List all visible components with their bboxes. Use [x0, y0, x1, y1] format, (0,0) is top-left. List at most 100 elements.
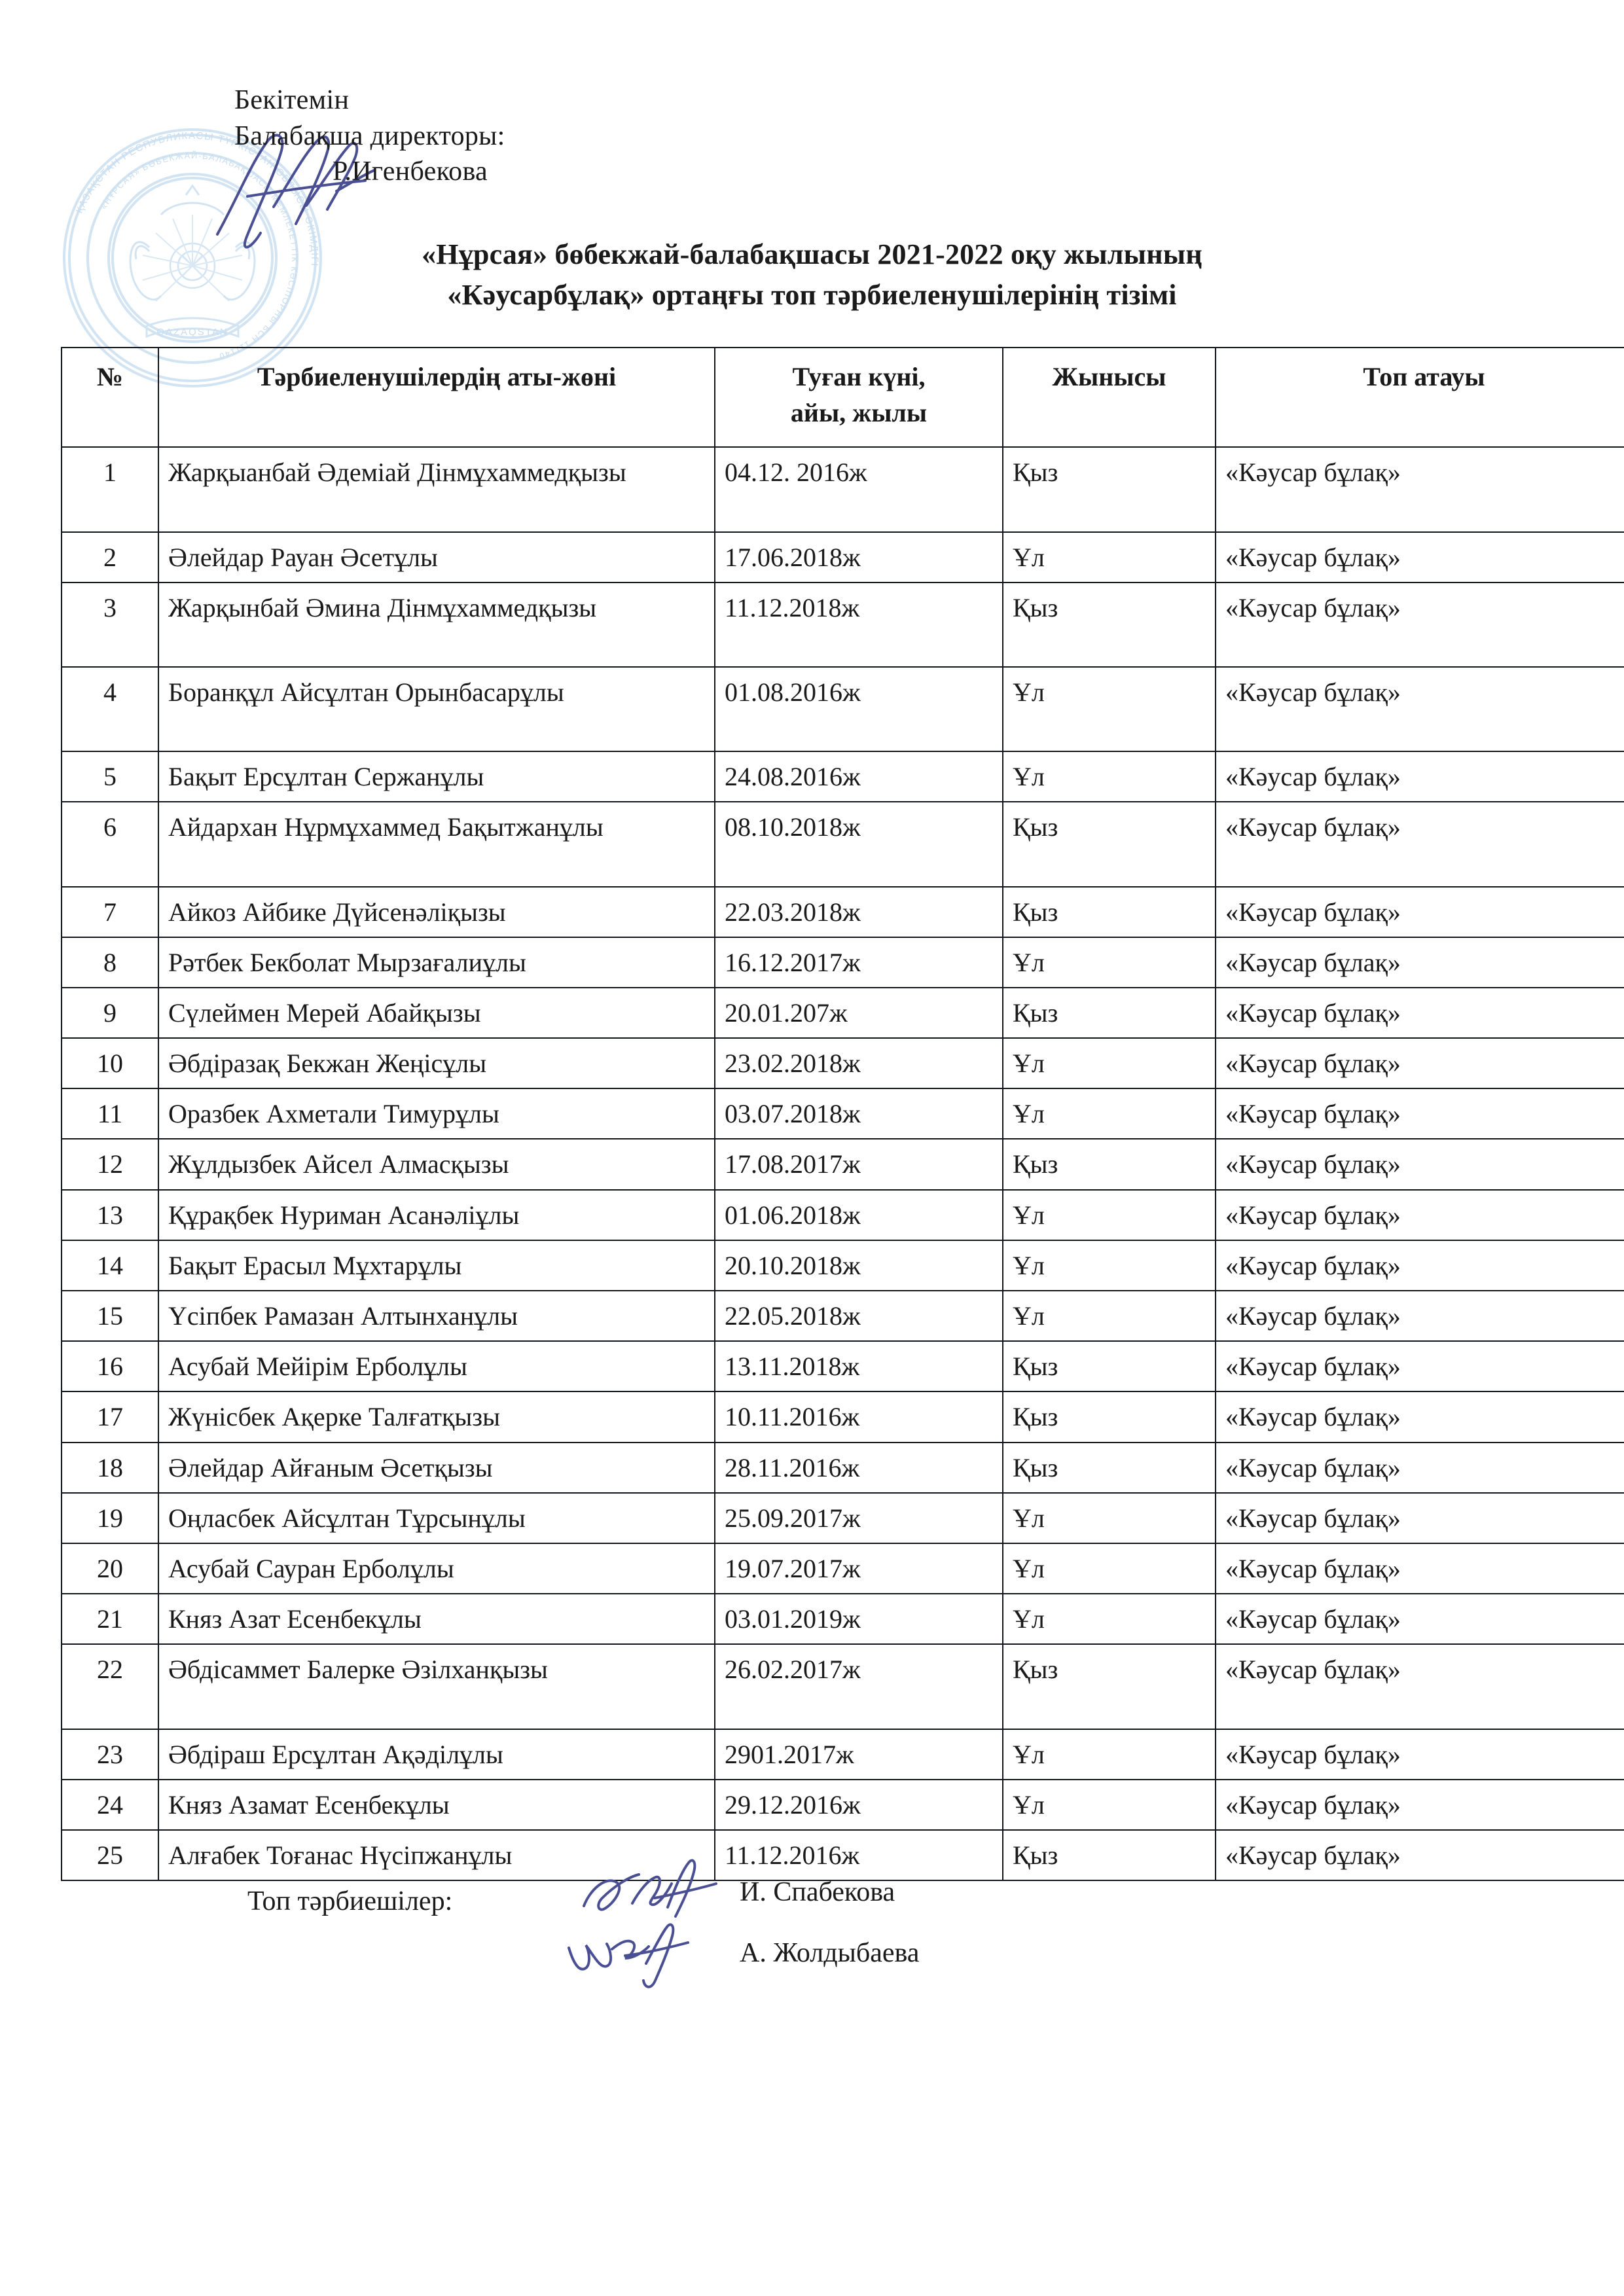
cell-gender: Ұл — [1002, 1289, 1216, 1342]
cell-gender: Ұл — [1002, 1728, 1216, 1780]
cell-row-number: 22 — [61, 1643, 159, 1730]
cell-gender: Қыз — [1002, 1340, 1216, 1393]
table-row: 18 Әлейдар Айғаным Әсетқызы 28.11.2016ж Қыз… — [61, 1441, 1624, 1494]
cell-gender: Қыз — [1002, 886, 1216, 938]
table-header-row: № Тәрбиеленушілердің аты-жөні Туған күні… — [61, 346, 1624, 448]
cell-row-number: 1 — [61, 446, 159, 533]
table-row: 10 Әбдіразақ Бекжан Жеңісұлы 23.02.2018ж Ұл… — [61, 1037, 1624, 1090]
cell-full-name: Бақыт Ерсұлтан Сержанұлы — [158, 751, 715, 803]
table-row: 16 Асубай Мейірім Ерболұлы 13.11.2018ж Қыз «… — [61, 1340, 1624, 1393]
cell-group-name: «Кәусар бұлақ» — [1215, 1643, 1624, 1730]
cell-gender: Қыз — [1002, 1138, 1216, 1191]
cell-gender: Ұл — [1002, 1778, 1216, 1831]
cell-full-name: Әбдіраш Ерсұлтан Ақәділұлы — [158, 1728, 715, 1780]
cell-row-number: 15 — [61, 1289, 159, 1342]
column-header-birthdate: Туған күні, айы, жылы — [714, 346, 1003, 448]
cell-birthdate: 11.12.2016ж — [714, 1829, 1003, 1882]
cell-row-number: 2 — [61, 531, 159, 583]
cell-row-number: 6 — [61, 801, 159, 888]
table-row: 21 Княз Азат Есенбекұлы 03.01.2019ж Ұл «Кәус… — [61, 1593, 1624, 1645]
cell-full-name: Рәтбек Бекболат Мырзағалиұлы — [158, 936, 715, 988]
cell-row-number: 19 — [61, 1492, 159, 1544]
cell-full-name: Сүлеймен Мерей Абайқызы — [158, 986, 715, 1039]
table-row: 24 Княз Азамат Есенбекұлы 29.12.2016ж Ұл «Кә… — [61, 1778, 1624, 1831]
cell-row-number: 21 — [61, 1593, 159, 1645]
cell-birthdate: 03.07.2018ж — [714, 1088, 1003, 1140]
cell-group-name: «Кәусар бұлақ» — [1215, 1492, 1624, 1544]
birthdate-header-line-2: айы, жылы — [790, 398, 928, 428]
cell-row-number: 14 — [61, 1239, 159, 1292]
table-row: 25 Алғабек Тоғанас Нүсіпжанұлы 11.12.2016ж… — [61, 1829, 1624, 1882]
cell-birthdate: 26.02.2017ж — [714, 1643, 1003, 1730]
cell-full-name: Жарқыанбай Әдеміай Дінмұхаммедқызы — [158, 446, 715, 533]
cell-full-name: Әбдісаммет Балерке Әзілханқызы — [158, 1643, 715, 1730]
table-row: 2 Әлейдар Рауан Әсетұлы 17.06.2018ж Ұл «Кәус… — [61, 531, 1624, 583]
column-header-gender: Жынысы — [1002, 346, 1216, 448]
approval-line-2: Балабақша директоры: — [234, 120, 505, 151]
table-row: 13 Құрақбек Нуриман Асанәліұлы 01.06.2018ж… — [61, 1189, 1624, 1241]
table-row: 3 Жарқынбай Әмина Дінмұхаммедқызы 11.12.20… — [61, 581, 1624, 668]
cell-row-number: 7 — [61, 886, 159, 938]
cell-full-name: Боранқұл Айсұлтан Орынбасарұлы — [158, 666, 715, 753]
cell-group-name: «Кәусар бұлақ» — [1215, 531, 1624, 583]
cell-gender: Ұл — [1002, 666, 1216, 753]
cell-full-name: Асубай Сауран Ерболұлы — [158, 1542, 715, 1595]
cell-row-number: 20 — [61, 1542, 159, 1595]
page-title: «Нұрсая» бөбекжай-балабақшасы 2021-2022 … — [0, 234, 1624, 316]
cell-birthdate: 22.03.2018ж — [714, 886, 1003, 938]
cell-birthdate: 04.12. 2016ж — [714, 446, 1003, 533]
cell-group-name: «Кәусар бұлақ» — [1215, 1289, 1624, 1342]
cell-full-name: Айкоз Айбике Дүйсенәліқызы — [158, 886, 715, 938]
cell-full-name: Оңласбек Айсұлтан Тұрсынұлы — [158, 1492, 715, 1544]
cell-row-number: 24 — [61, 1778, 159, 1831]
cell-group-name: «Кәусар бұлақ» — [1215, 1088, 1624, 1140]
approval-block: Бекітемін Балабақша директоры: Р.Игенбек… — [234, 82, 505, 190]
cell-gender: Ұл — [1002, 1542, 1216, 1595]
cell-birthdate: 16.12.2017ж — [714, 936, 1003, 988]
cell-gender: Қыз — [1002, 1643, 1216, 1730]
cell-full-name: Жарқынбай Әмина Дінмұхаммедқызы — [158, 581, 715, 668]
cell-birthdate: 03.01.2019ж — [714, 1593, 1003, 1645]
title-line-2: «Кәусарбұлақ» ортаңғы топ тәрбиеленушіле… — [447, 279, 1177, 312]
cell-birthdate: 24.08.2016ж — [714, 751, 1003, 803]
cell-full-name: Әбдіразақ Бекжан Жеңісұлы — [158, 1037, 715, 1090]
cell-gender: Ұл — [1002, 936, 1216, 988]
cell-gender: Қыз — [1002, 446, 1216, 533]
teacher-signature-2 — [560, 1918, 704, 1996]
table-row: 4 Боранқұл Айсұлтан Орынбасарұлы 01.08.201… — [61, 666, 1624, 753]
cell-birthdate: 28.11.2016ж — [714, 1441, 1003, 1494]
cell-gender: Ұл — [1002, 1189, 1216, 1241]
table-row: 7 Айкоз Айбике Дүйсенәліқызы 22.03.2018ж Қы… — [61, 886, 1624, 938]
cell-row-number: 5 — [61, 751, 159, 803]
teachers-name-list: И. Спабекова А. Жолдыбаева — [740, 1869, 919, 1991]
cell-full-name: Жұлдызбек Айсел Алмасқызы — [158, 1138, 715, 1191]
cell-full-name: Айдархан Нұрмұхаммед Бақытжанұлы — [158, 801, 715, 888]
teachers-label: Топ тәрбиешілер: — [247, 1886, 453, 1916]
cell-group-name: «Кәусар бұлақ» — [1215, 1391, 1624, 1443]
cell-group-name: «Кәусар бұлақ» — [1215, 446, 1624, 533]
cell-gender: Ұл — [1002, 1593, 1216, 1645]
cell-group-name: «Кәусар бұлақ» — [1215, 1778, 1624, 1831]
roster-table: № Тәрбиеленушілердің аты-жөні Туған күні… — [61, 346, 1624, 1882]
cell-full-name: Оразбек Ахметали Тимурұлы — [158, 1088, 715, 1140]
cell-full-name: Алғабек Тоғанас Нүсіпжанұлы — [158, 1829, 715, 1882]
cell-gender: Ұл — [1002, 1492, 1216, 1544]
cell-row-number: 8 — [61, 936, 159, 988]
cell-full-name: Княз Азамат Есенбекұлы — [158, 1778, 715, 1831]
svg-text:QAZAQSTAN: QAZAQSTAN — [156, 327, 228, 338]
cell-birthdate: 25.09.2017ж — [714, 1492, 1003, 1544]
table-row: 9 Сүлеймен Мерей Абайқызы 20.01.207ж Қыз «Кә… — [61, 986, 1624, 1039]
cell-group-name: «Кәусар бұлақ» — [1215, 1340, 1624, 1393]
cell-birthdate: 2901.2017ж — [714, 1728, 1003, 1780]
cell-group-name: «Кәусар бұлақ» — [1215, 886, 1624, 938]
cell-birthdate: 23.02.2018ж — [714, 1037, 1003, 1090]
cell-group-name: «Кәусар бұлақ» — [1215, 666, 1624, 753]
birthdate-header-line-1: Туған күні, — [792, 362, 926, 391]
cell-row-number: 12 — [61, 1138, 159, 1191]
cell-gender: Қыз — [1002, 1829, 1216, 1882]
table-row: 17 Жүнісбек Ақерке Талғатқызы 10.11.2016ж Қ… — [61, 1391, 1624, 1443]
cell-group-name: «Кәусар бұлақ» — [1215, 1829, 1624, 1882]
cell-group-name: «Кәусар бұлақ» — [1215, 1441, 1624, 1494]
cell-group-name: «Кәусар бұлақ» — [1215, 1037, 1624, 1090]
